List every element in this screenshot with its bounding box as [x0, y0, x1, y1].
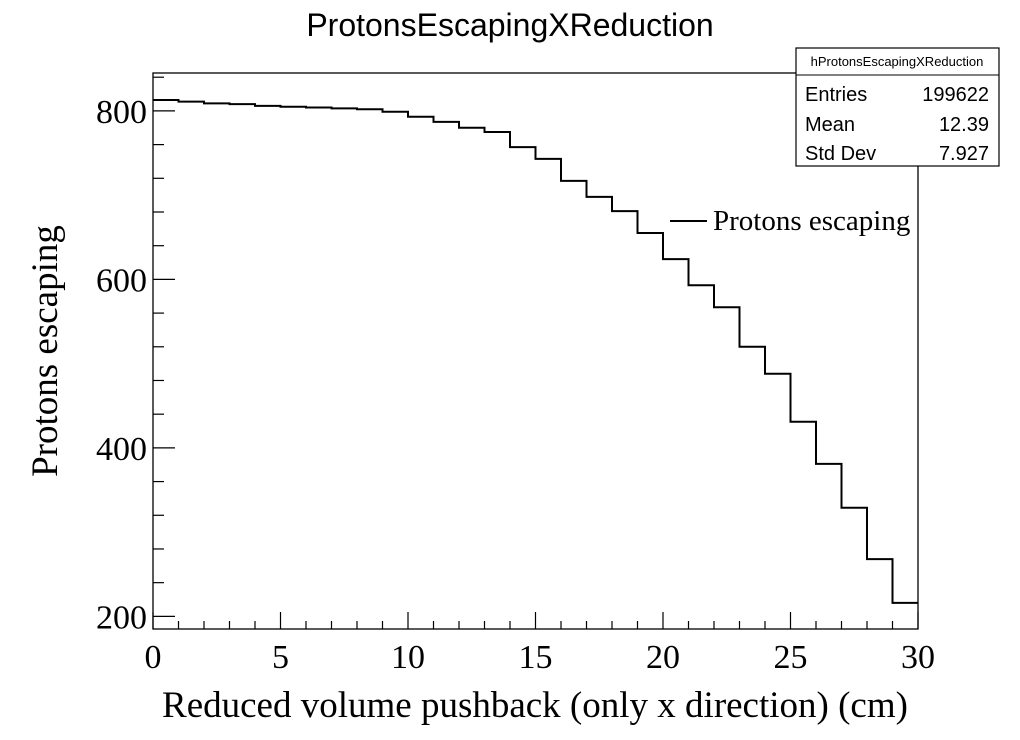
chart-title: ProtonsEscapingXReduction [306, 7, 713, 43]
x-tick-label: 20 [646, 639, 680, 676]
x-tick-label: 0 [145, 639, 162, 676]
stats-stddev-value: 7.927 [939, 143, 989, 165]
stats-entries-label: Entries [805, 84, 867, 106]
x-tick-label: 5 [272, 639, 289, 676]
stats-box: hProtonsEscapingXReduction Entries 19962… [795, 47, 1000, 167]
y-tick-label: 400 [96, 431, 147, 468]
stats-stddev-label: Std Dev [805, 143, 876, 165]
legend-label: Protons escaping [713, 205, 910, 237]
y-tick-label: 200 [96, 599, 147, 636]
legend: Protons escaping [670, 205, 910, 237]
x-tick-label: 15 [519, 639, 553, 676]
y-axis-ticks: 200 400 600 800 [96, 76, 175, 636]
stats-mean-label: Mean [805, 114, 855, 136]
x-axis-label: Reduced volume pushback (only x directio… [162, 685, 908, 726]
y-tick-label: 800 [96, 94, 147, 131]
x-tick-label: 10 [391, 639, 425, 676]
stats-entries-value: 199622 [922, 84, 989, 106]
y-axis-label: Protons escaping [25, 225, 66, 477]
y-tick-label: 600 [96, 262, 147, 299]
x-tick-label: 25 [774, 639, 808, 676]
x-tick-label: 30 [901, 639, 935, 676]
stats-box-title: hProtonsEscapingXReduction [811, 54, 984, 69]
histogram-series [153, 98, 918, 604]
x-axis-ticks: 0 5 10 15 20 25 30 [145, 612, 935, 676]
stats-mean-value: 12.39 [939, 114, 989, 136]
